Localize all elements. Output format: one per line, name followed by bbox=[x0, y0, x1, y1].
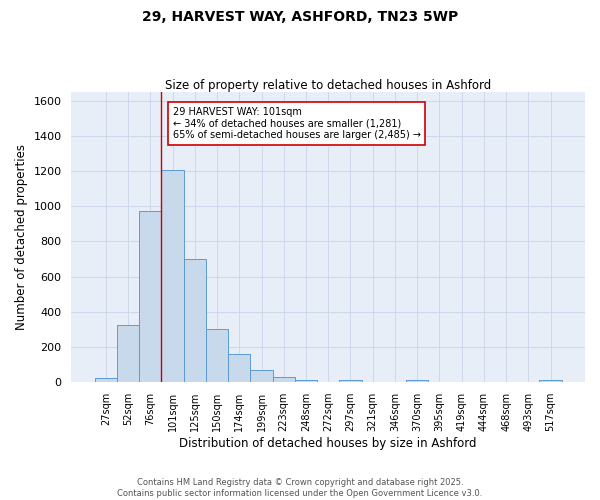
Text: Contains HM Land Registry data © Crown copyright and database right 2025.
Contai: Contains HM Land Registry data © Crown c… bbox=[118, 478, 482, 498]
Bar bbox=[161, 170, 184, 382]
Bar bbox=[250, 370, 272, 382]
Bar bbox=[117, 325, 139, 382]
Bar bbox=[206, 328, 228, 382]
Bar bbox=[539, 380, 562, 382]
Bar bbox=[295, 380, 317, 382]
Text: 29, HARVEST WAY, ASHFORD, TN23 5WP: 29, HARVEST WAY, ASHFORD, TN23 5WP bbox=[142, 10, 458, 24]
Bar bbox=[340, 380, 362, 382]
Y-axis label: Number of detached properties: Number of detached properties bbox=[15, 144, 28, 330]
Bar bbox=[184, 259, 206, 382]
Bar bbox=[95, 378, 117, 382]
Bar bbox=[406, 380, 428, 382]
Bar bbox=[139, 210, 161, 382]
Bar bbox=[228, 354, 250, 382]
Bar bbox=[272, 377, 295, 382]
Title: Size of property relative to detached houses in Ashford: Size of property relative to detached ho… bbox=[165, 79, 491, 92]
Text: 29 HARVEST WAY: 101sqm
← 34% of detached houses are smaller (1,281)
65% of semi-: 29 HARVEST WAY: 101sqm ← 34% of detached… bbox=[173, 106, 421, 140]
X-axis label: Distribution of detached houses by size in Ashford: Distribution of detached houses by size … bbox=[179, 437, 477, 450]
